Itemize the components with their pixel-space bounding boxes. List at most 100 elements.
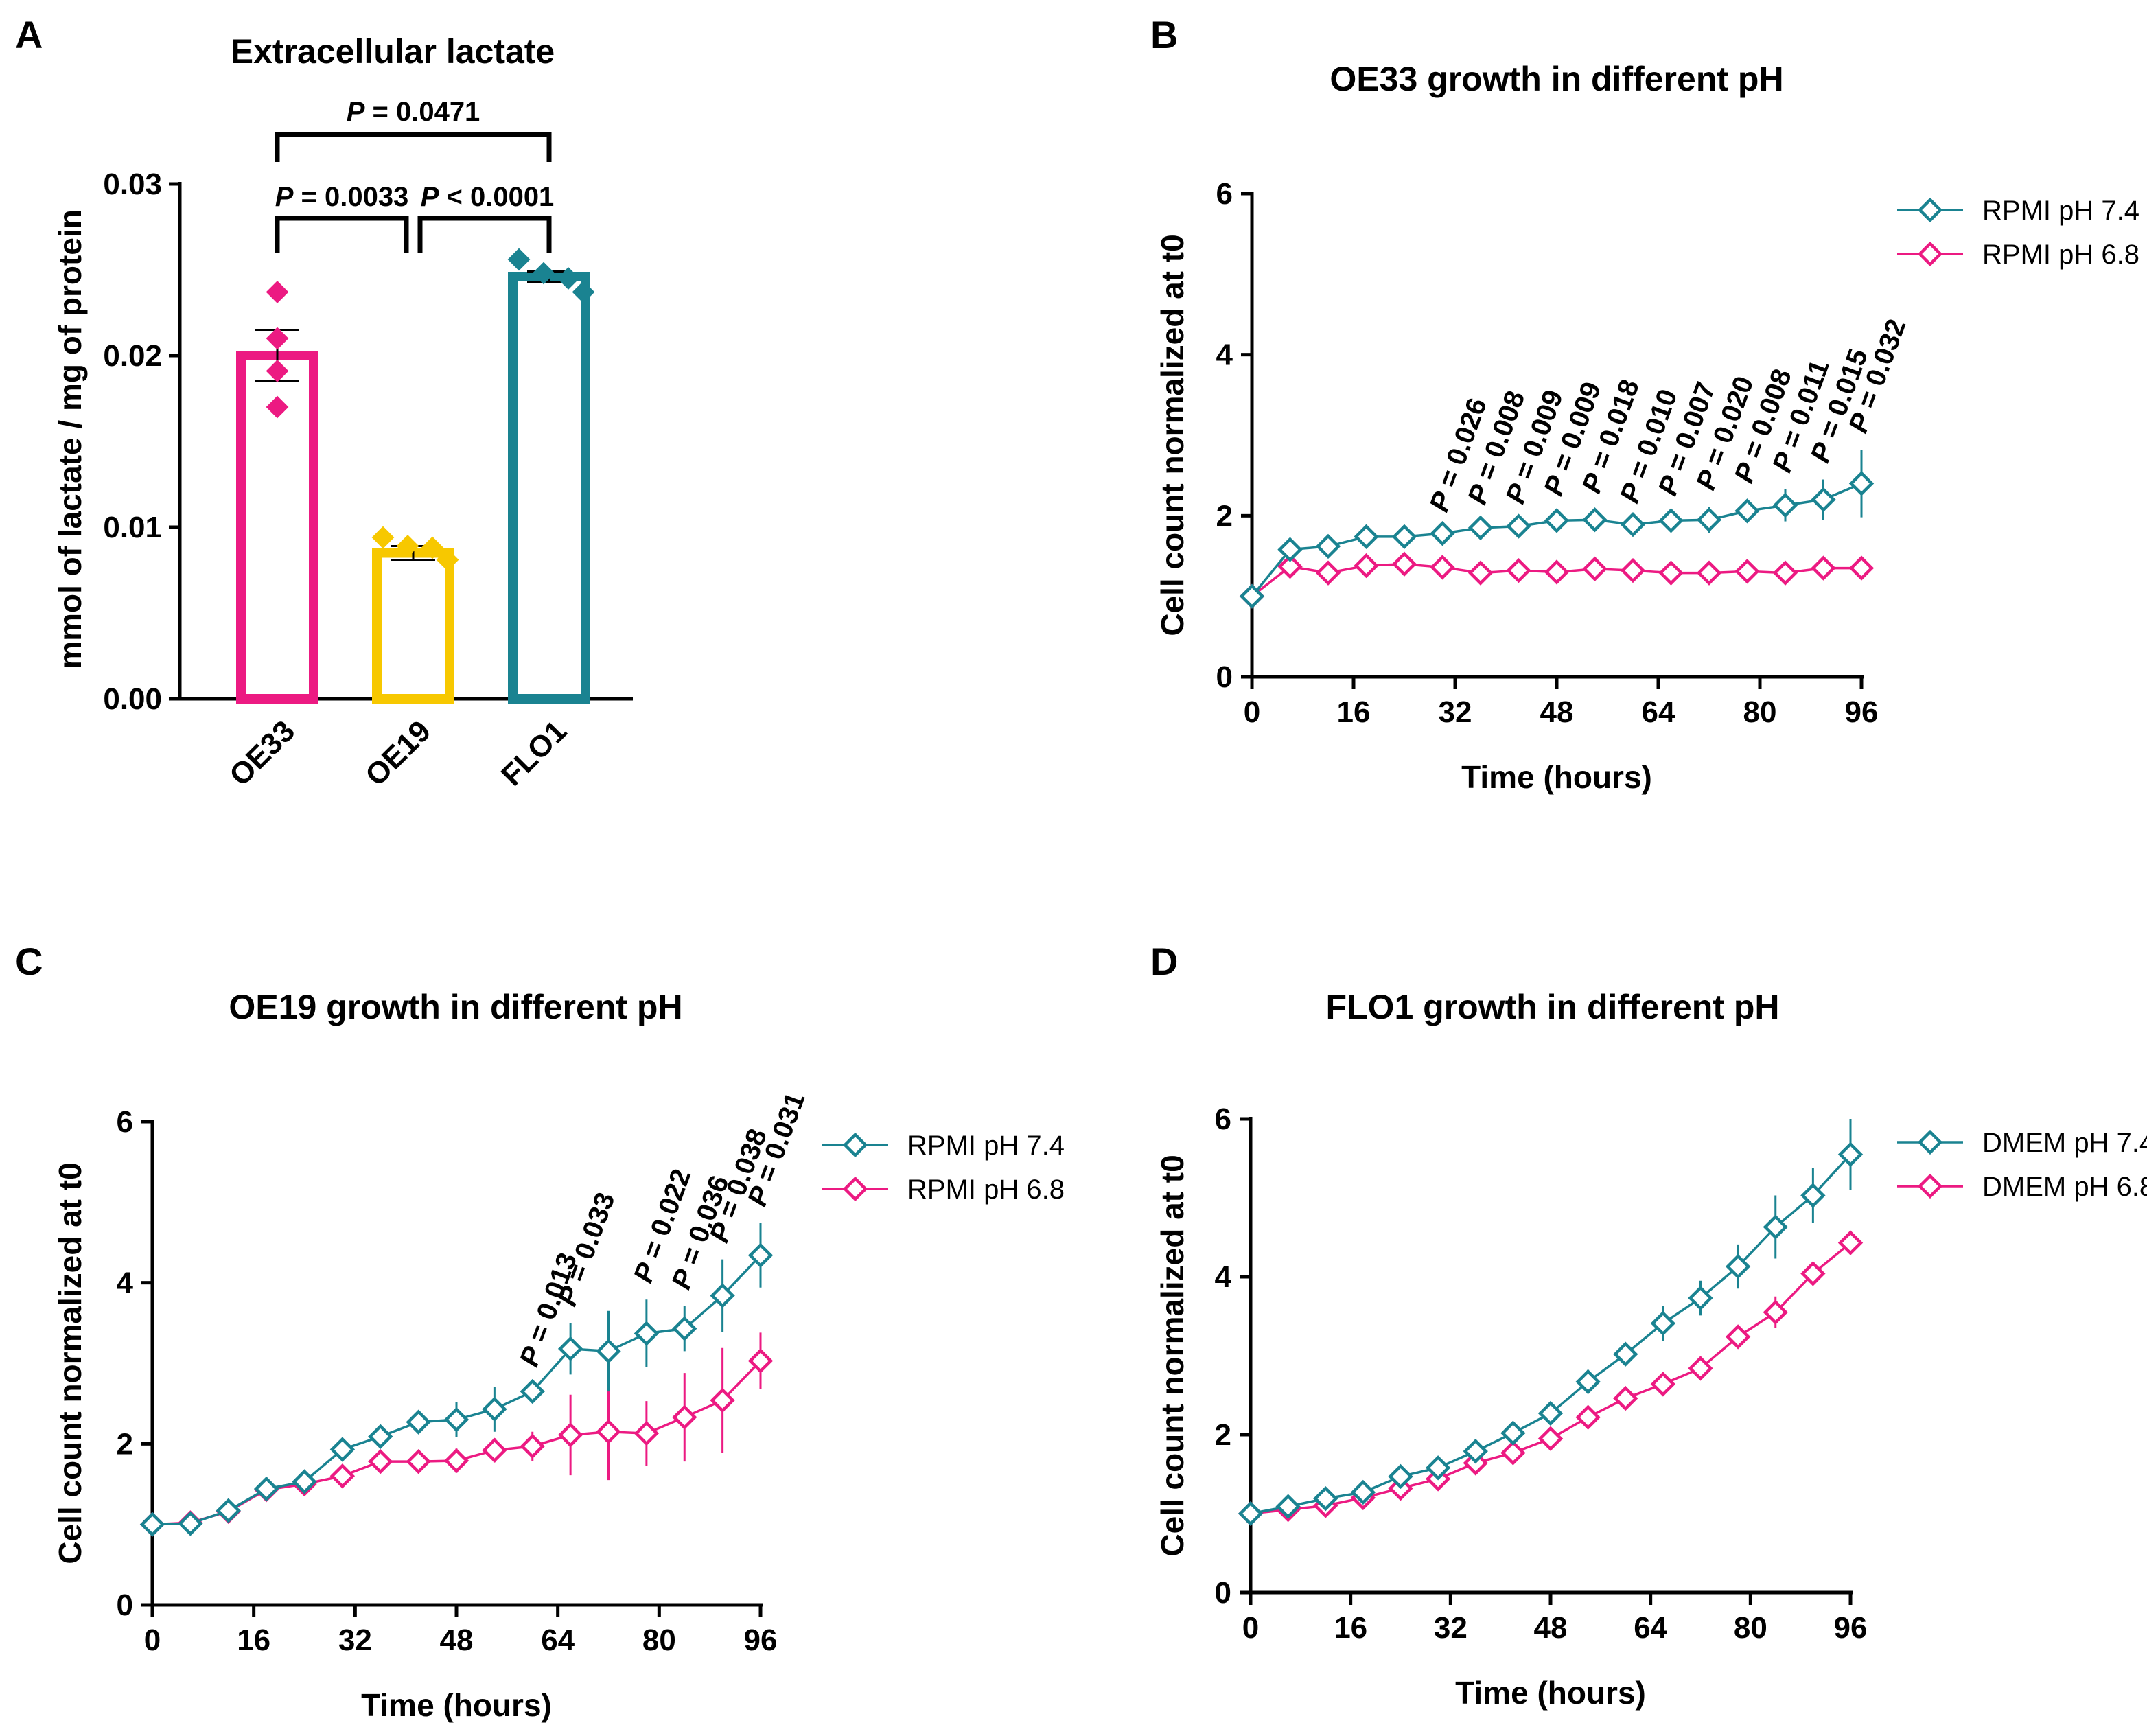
data-point-oe33 (266, 360, 289, 382)
data-point-dmem-ph-7-4 (1650, 1310, 1676, 1336)
data-point-rpmi-ph-7-4 (178, 1511, 203, 1536)
panel-b-oe33-growth-chart: B OE33 growth in different pH 0 2 4 6 0 16 32 48 6… (1150, 13, 2139, 795)
data-point-dmem-ph-6-8 (1500, 1440, 1526, 1466)
data-point-dmem-ph-7-4 (1275, 1494, 1301, 1519)
data-point-rpmi-ph-6-8 (672, 1404, 697, 1430)
x-tick-label: OE33 (223, 714, 301, 792)
legend-label-rpmi-ph-6-8: RPMI pH 6.8 (907, 1174, 1065, 1205)
data-point-rpmi-ph-6-8 (1658, 560, 1684, 586)
y-tick-label: 4 (117, 1266, 134, 1300)
data-point-rpmi-ph-7-4 (1582, 507, 1608, 533)
legend-label-rpmi-ph-6-8: RPMI pH 6.8 (1982, 240, 2139, 270)
data-point-dmem-ph-6-8 (1537, 1426, 1564, 1451)
legend-marker-rpmi-ph-6-8 (842, 1176, 868, 1202)
x-tick-label: OE19 (359, 714, 437, 792)
data-point-rpmi-ph-7-4 (596, 1339, 621, 1364)
x-tick-label: 32 (1439, 695, 1472, 729)
data-point-rpmi-ph-7-4 (634, 1321, 660, 1346)
data-point-rpmi-ph-6-8 (329, 1463, 356, 1489)
y-tick-label: 0.00 (103, 682, 162, 716)
significance-bracket (275, 132, 552, 162)
data-point-rpmi-ph-7-4 (292, 1469, 317, 1494)
x-tick-label: 96 (1834, 1611, 1868, 1645)
data-point-rpmi-ph-6-8 (1315, 560, 1341, 586)
x-tick-label: 48 (440, 1623, 474, 1657)
data-point-rpmi-ph-7-4 (1658, 508, 1684, 533)
legend-label-dmem-ph-7-4: DMEM pH 7.4 (1982, 1128, 2147, 1158)
y-axis-label: Cell count normalized at t0 (52, 1162, 88, 1564)
y-tick-label: 0 (117, 1588, 133, 1622)
data-point-rpmi-ph-7-4 (406, 1409, 431, 1435)
panel-label-c: C (15, 940, 43, 983)
y-tick-label: 0 (1216, 660, 1233, 694)
data-point-dmem-ph-6-8 (1837, 1230, 1864, 1255)
x-tick-label: 32 (1434, 1611, 1467, 1645)
p-value-label: P = 0.0033 (275, 182, 409, 212)
y-tick-label: 6 (117, 1105, 133, 1139)
data-point-oe33 (266, 281, 289, 303)
data-point-rpmi-ph-6-8 (1391, 551, 1417, 577)
y-tick-label: 0.02 (103, 339, 162, 373)
data-point-dmem-ph-7-4 (1500, 1420, 1526, 1446)
data-point-rpmi-ph-7-4 (443, 1407, 469, 1433)
data-point-rpmi-ph-7-4 (1239, 583, 1265, 609)
data-point-dmem-ph-7-4 (1575, 1369, 1601, 1395)
panel-a-lactate-bar-chart: A Extracellular lactate 0.00 0.01 0.02 0.03 mm… (15, 13, 633, 793)
y-tick-label: 0.01 (103, 511, 162, 544)
data-point-rpmi-ph-6-8 (482, 1437, 507, 1463)
x-tick-label: 80 (1743, 695, 1777, 729)
data-point-dmem-ph-6-8 (1650, 1372, 1676, 1397)
data-point-rpmi-ph-7-4 (253, 1476, 279, 1502)
data-point-rpmi-ph-7-4 (1620, 512, 1646, 537)
chart-title: OE19 growth in different pH (229, 988, 682, 1026)
data-point-flo1 (507, 248, 531, 271)
data-point-rpmi-ph-7-4 (216, 1498, 241, 1523)
data-point-flo1 (572, 281, 595, 303)
data-point-rpmi-ph-6-8 (520, 1433, 545, 1459)
x-tick-label: 16 (1334, 1611, 1367, 1645)
data-point-rpmi-ph-6-8 (368, 1448, 393, 1474)
legend-marker-dmem-ph-7-4 (1917, 1129, 1943, 1155)
x-tick-label: 16 (237, 1623, 270, 1657)
data-point-rpmi-ph-7-4 (747, 1242, 774, 1268)
x-axis-label: Time (hours) (1455, 1675, 1646, 1711)
data-point-rpmi-ph-7-4 (1430, 520, 1455, 546)
data-point-rpmi-ph-7-4 (1734, 498, 1760, 524)
x-tick-label: 0 (1244, 695, 1260, 729)
x-tick-label: 32 (338, 1623, 372, 1657)
bar-oe19 (372, 548, 454, 704)
data-point-dmem-ph-6-8 (1763, 1299, 1788, 1325)
data-point-rpmi-ph-6-8 (1467, 560, 1494, 586)
p-value-label: P = 0.0471 (347, 97, 480, 127)
data-point-rpmi-ph-6-8 (1277, 554, 1303, 579)
x-tick-label: 48 (1534, 1611, 1568, 1645)
x-axis-label: Time (hours) (361, 1687, 552, 1723)
data-point-rpmi-ph-6-8 (1506, 557, 1531, 583)
legend-marker-rpmi-ph-6-8 (1917, 241, 1943, 267)
data-point-oe19 (436, 548, 459, 571)
y-tick-label: 2 (1215, 1418, 1231, 1452)
data-point-dmem-ph-7-4 (1425, 1455, 1451, 1481)
data-point-rpmi-ph-7-4 (1354, 524, 1379, 550)
legend-label-rpmi-ph-7-4: RPMI pH 7.4 (907, 1131, 1065, 1161)
data-point-rpmi-ph-6-8 (1354, 553, 1379, 579)
data-point-rpmi-ph-7-4 (139, 1512, 165, 1537)
x-tick-label: 16 (1337, 695, 1371, 729)
data-point-rpmi-ph-7-4 (1544, 508, 1570, 533)
data-point-flo1 (532, 262, 555, 285)
x-tick-label: 0 (1242, 1611, 1259, 1645)
data-point-dmem-ph-6-8 (1800, 1261, 1826, 1286)
data-point-rpmi-ph-6-8 (1696, 560, 1722, 586)
data-point-rpmi-ph-7-4 (1467, 515, 1494, 541)
x-tick-label: 96 (1845, 695, 1879, 729)
data-point-rpmi-ph-7-4 (1391, 524, 1417, 550)
data-point-rpmi-ph-6-8 (1620, 557, 1646, 583)
data-point-rpmi-ph-7-4 (1696, 507, 1722, 533)
x-axis-label: Time (hours) (1461, 759, 1652, 795)
data-point-rpmi-ph-7-4 (710, 1283, 735, 1308)
data-point-rpmi-ph-6-8 (1848, 555, 1875, 581)
series-line-rpmi-ph-7-4 (152, 1254, 762, 1526)
chart-title: FLO1 growth in different pH (1325, 988, 1779, 1026)
x-tick-label: 80 (642, 1623, 676, 1657)
